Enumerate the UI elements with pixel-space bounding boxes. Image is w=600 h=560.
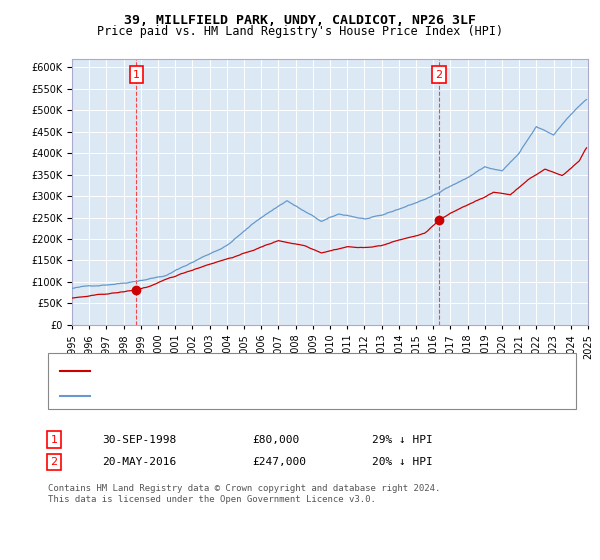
Text: 1: 1 <box>50 435 58 445</box>
Text: Price paid vs. HM Land Registry's House Price Index (HPI): Price paid vs. HM Land Registry's House … <box>97 25 503 38</box>
Text: 1: 1 <box>133 70 140 80</box>
Text: £80,000: £80,000 <box>252 435 299 445</box>
Text: 39, MILLFIELD PARK, UNDY, CALDICOT, NP26 3LF: 39, MILLFIELD PARK, UNDY, CALDICOT, NP26… <box>124 14 476 27</box>
Text: 2: 2 <box>436 70 442 80</box>
Text: 29% ↓ HPI: 29% ↓ HPI <box>372 435 433 445</box>
Text: 30-SEP-1998: 30-SEP-1998 <box>102 435 176 445</box>
Text: 20% ↓ HPI: 20% ↓ HPI <box>372 457 433 467</box>
Text: 39, MILLFIELD PARK, UNDY, CALDICOT, NP26 3LF (detached house): 39, MILLFIELD PARK, UNDY, CALDICOT, NP26… <box>102 367 483 377</box>
Text: Contains HM Land Registry data © Crown copyright and database right 2024.
This d: Contains HM Land Registry data © Crown c… <box>48 484 440 504</box>
Text: 2: 2 <box>50 457 58 467</box>
Text: 20-MAY-2016: 20-MAY-2016 <box>102 457 176 467</box>
Text: HPI: Average price, detached house, Monmouthshire: HPI: Average price, detached house, Monm… <box>102 392 408 402</box>
Text: £247,000: £247,000 <box>252 457 306 467</box>
